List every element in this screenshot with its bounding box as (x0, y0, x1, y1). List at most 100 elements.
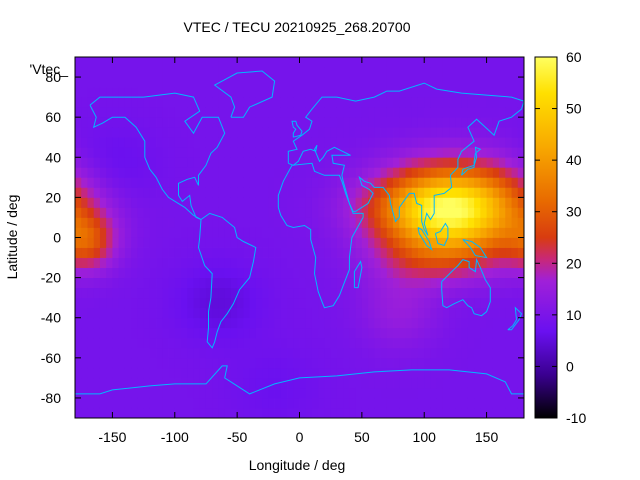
heatmap-cell (324, 147, 332, 158)
heatmap-cell (93, 137, 101, 148)
heatmap-cell (424, 317, 431, 329)
heatmap-cell (131, 237, 138, 248)
heatmap-cell (349, 267, 357, 279)
heatmap-cell (461, 97, 469, 108)
heatmap-cell (480, 147, 487, 158)
heatmap-cell (112, 157, 120, 168)
heatmap-cell (99, 317, 107, 329)
heatmap-cell (162, 197, 169, 208)
heatmap-cell (205, 177, 213, 188)
heatmap-cell (430, 137, 438, 148)
heatmap-cell (299, 137, 307, 148)
heatmap-cell (474, 237, 481, 248)
heatmap-cell (106, 297, 113, 309)
heatmap-cell (81, 217, 88, 228)
heatmap-cell (474, 157, 481, 168)
heatmap-cell (405, 317, 413, 329)
heatmap-cell (280, 117, 288, 128)
heatmap-cell (262, 127, 269, 138)
heatmap-cell (118, 257, 126, 268)
heatmap-cell (131, 387, 138, 399)
heatmap-cell (137, 387, 144, 399)
heatmap-cell (417, 327, 425, 339)
heatmap-cell (361, 197, 369, 208)
heatmap-cell (230, 357, 238, 369)
heatmap-cell (393, 387, 400, 399)
heatmap-cell (499, 367, 506, 379)
heatmap-cell (81, 317, 88, 329)
heatmap-cell (124, 257, 132, 268)
heatmap-cell (442, 287, 450, 299)
heatmap-cell (499, 247, 506, 258)
heatmap-cell (112, 87, 120, 98)
heatmap-cell (442, 377, 450, 389)
heatmap-cell (137, 67, 144, 78)
heatmap-cell (93, 107, 101, 118)
heatmap-cell (137, 177, 144, 188)
heatmap-cell (299, 307, 307, 319)
heatmap-cell (99, 167, 107, 178)
heatmap-cell (492, 237, 500, 248)
heatmap-cell (137, 277, 144, 289)
heatmap-cell (124, 177, 132, 188)
heatmap-cell (249, 87, 257, 98)
heatmap-cell (274, 317, 282, 329)
heatmap-cell (230, 257, 238, 268)
heatmap-cell (268, 107, 275, 118)
heatmap-cell (430, 67, 438, 78)
heatmap-cell (411, 387, 419, 399)
heatmap-cell (262, 87, 269, 98)
heatmap-cell (517, 167, 524, 178)
heatmap-cell (262, 147, 269, 158)
heatmap-cell (293, 307, 300, 319)
heatmap-cell (143, 287, 151, 299)
heatmap-cell (486, 57, 494, 68)
heatmap-cell (361, 267, 369, 279)
heatmap-cell (511, 157, 519, 168)
heatmap-cell (262, 97, 269, 108)
heatmap-cell (124, 307, 132, 319)
heatmap-cell (205, 87, 213, 98)
heatmap-cell (156, 77, 163, 88)
heatmap-cell (280, 157, 288, 168)
heatmap-cell (131, 307, 138, 319)
heatmap-cell (330, 57, 338, 68)
heatmap-cell (442, 367, 450, 379)
heatmap-cell (430, 167, 438, 178)
heatmap-cell (199, 207, 207, 218)
heatmap-cell (517, 97, 524, 108)
heatmap-cell (499, 157, 506, 168)
heatmap-cell (480, 277, 487, 289)
heatmap-cell (168, 347, 176, 359)
heatmap-cell (143, 177, 151, 188)
heatmap-cell (511, 217, 519, 228)
heatmap-cell (249, 287, 257, 299)
heatmap-cell (467, 147, 475, 158)
heatmap-cell (411, 227, 419, 238)
heatmap-cell (311, 137, 319, 148)
heatmap-cell (455, 77, 463, 88)
heatmap-cell (287, 97, 294, 108)
heatmap-cell (361, 157, 369, 168)
heatmap-cell (361, 307, 369, 319)
heatmap-cell (93, 297, 101, 309)
heatmap-cell (99, 337, 107, 349)
heatmap-cell (467, 267, 475, 279)
heatmap-cell (305, 317, 313, 329)
heatmap-cell (124, 327, 132, 339)
heatmap-cell (106, 307, 113, 319)
heatmap-cell (486, 247, 494, 258)
heatmap-cell (405, 277, 413, 289)
heatmap-cell (343, 397, 350, 409)
heatmap-cell (137, 187, 144, 198)
heatmap-cell (505, 147, 512, 158)
heatmap-cell (124, 387, 132, 399)
heatmap-cell (349, 287, 357, 299)
heatmap-cell (168, 357, 176, 369)
heatmap-cell (162, 97, 169, 108)
heatmap-cell (168, 297, 176, 309)
heatmap-cell (143, 127, 151, 138)
heatmap-cell (293, 327, 300, 339)
heatmap-cell (380, 117, 388, 128)
heatmap-cell (330, 277, 338, 289)
